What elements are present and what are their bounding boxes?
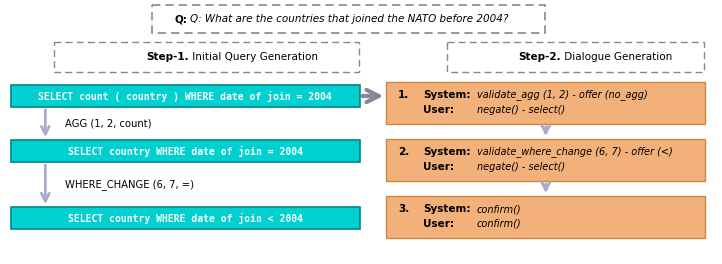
Text: 3.: 3. (398, 204, 409, 214)
Text: Q: What are the countries that joined the NATO before 2004?: Q: What are the countries that joined th… (190, 14, 508, 24)
Text: confirm(): confirm() (477, 219, 521, 229)
Text: User:: User: (424, 162, 454, 172)
Text: System:: System: (424, 204, 471, 214)
Text: Initial Query Generation: Initial Query Generation (188, 52, 318, 62)
Text: validate_agg (1, 2) - offer (no_agg): validate_agg (1, 2) - offer (no_agg) (477, 89, 648, 101)
Text: negate() - select(): negate() - select() (477, 105, 565, 115)
Text: Q:: Q: (174, 14, 187, 24)
Bar (11, 85, 360, 107)
Text: SELECT count ( country ) WHERE date of join = 2004: SELECT count ( country ) WHERE date of j… (38, 91, 332, 102)
Text: Step-1.: Step-1. (146, 52, 188, 62)
Bar (386, 82, 705, 124)
Text: System:: System: (424, 147, 471, 157)
Text: validate_where_change (6, 7) - offer (<): validate_where_change (6, 7) - offer (<) (477, 147, 672, 157)
Text: AGG (1, 2, count): AGG (1, 2, count) (65, 119, 152, 129)
Bar (152, 5, 545, 33)
Text: SELECT country WHERE date of join < 2004: SELECT country WHERE date of join < 2004 (68, 213, 303, 224)
Text: 2.: 2. (398, 147, 409, 157)
Text: User:: User: (424, 105, 454, 115)
Text: Step-2.: Step-2. (518, 52, 561, 62)
Text: 1.: 1. (398, 90, 409, 100)
Bar (386, 139, 705, 181)
Text: WHERE_CHANGE (6, 7, =): WHERE_CHANGE (6, 7, =) (65, 179, 194, 190)
Text: System:: System: (424, 90, 471, 100)
Text: User:: User: (424, 219, 454, 229)
Text: SELECT country WHERE date of join = 2004: SELECT country WHERE date of join = 2004 (68, 145, 303, 157)
Bar (447, 42, 705, 72)
Bar (11, 140, 360, 162)
Bar (11, 207, 360, 229)
Text: negate() - select(): negate() - select() (477, 162, 565, 172)
Text: confirm(): confirm() (477, 204, 521, 214)
Bar (386, 196, 705, 238)
Text: Dialogue Generation: Dialogue Generation (561, 52, 672, 62)
Bar (54, 42, 359, 72)
